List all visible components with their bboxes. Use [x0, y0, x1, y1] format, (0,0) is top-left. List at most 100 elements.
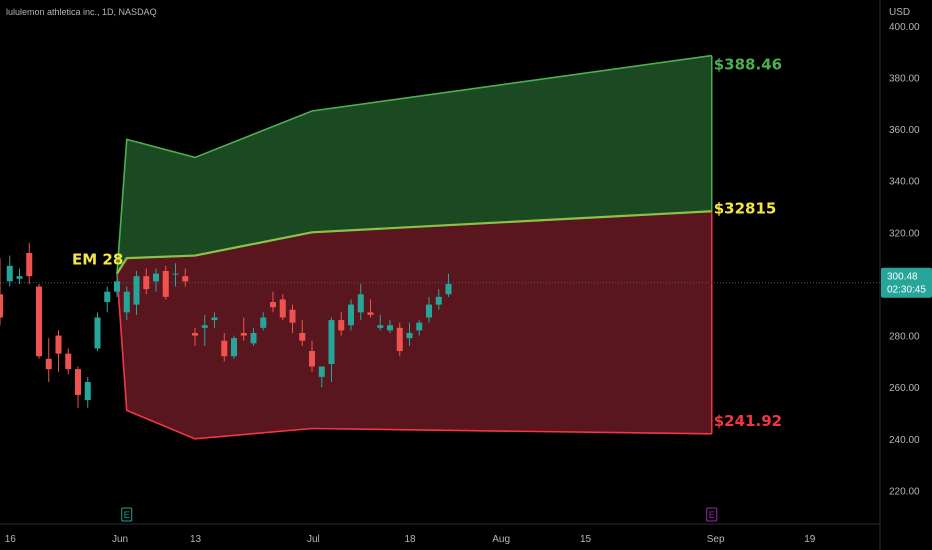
candle-body [318, 366, 325, 377]
candle [26, 242, 33, 284]
lower-price-label: $241.92 [714, 412, 782, 430]
candle [221, 332, 228, 362]
time-tick-label: Jun [112, 534, 128, 545]
price-tick-label: 280.00 [889, 332, 920, 343]
candle-body [357, 294, 364, 313]
mid-line [116, 210, 712, 275]
current-price-tag-bg [881, 267, 932, 298]
candle [367, 299, 374, 318]
candle-body [221, 340, 228, 357]
candle-body [416, 322, 423, 331]
candle-body [328, 320, 335, 364]
candle-body [172, 273, 179, 275]
candle-body [26, 252, 33, 277]
candle [309, 340, 315, 372]
price-tick-label: 320.00 [889, 228, 920, 239]
candle-body [0, 294, 3, 318]
candle [6, 255, 13, 287]
time-tick-label: 18 [405, 534, 417, 545]
candle [270, 291, 276, 313]
candle-body [36, 286, 42, 357]
candle [328, 317, 335, 383]
candle [143, 268, 150, 295]
candle-body [114, 281, 120, 292]
candle-body [211, 317, 218, 321]
upper-range-area [117, 55, 712, 274]
candle-body [84, 382, 91, 401]
price-tick-label: 400.00 [889, 22, 920, 33]
price-tick-label: 240.00 [889, 435, 920, 446]
candle [162, 265, 169, 300]
candle [104, 286, 111, 313]
candle-body [123, 291, 130, 313]
candle [192, 327, 198, 346]
candle-body [250, 332, 257, 344]
candle-body [192, 332, 198, 336]
candle-body [309, 351, 315, 367]
earnings-marker-label: E [709, 510, 715, 520]
candle [16, 268, 23, 284]
time-tick-label: 15 [580, 534, 592, 545]
time-tick-label: Sep [707, 534, 725, 545]
current-price-value: 300.48 [887, 272, 918, 283]
candle-body [426, 304, 432, 318]
candle [182, 268, 189, 287]
candle [84, 376, 91, 408]
price-tick-label: 260.00 [889, 383, 920, 394]
candle-body [104, 291, 111, 303]
symbol-title: lululemon athletica inc., 1D, NASDAQ [6, 7, 157, 17]
candle-body [406, 332, 413, 339]
expected-move-band [116, 54, 713, 440]
candle [172, 263, 179, 287]
candle [357, 283, 364, 321]
candle [260, 312, 267, 331]
candle-body [289, 309, 296, 323]
earnings-marker: E [121, 507, 133, 522]
price-tick-label: 340.00 [889, 177, 920, 188]
candle [387, 320, 393, 333]
time-tick-label: 19 [804, 534, 816, 545]
candle [55, 330, 62, 372]
candle [94, 312, 101, 352]
candle-body [16, 276, 23, 279]
candle [133, 271, 140, 315]
candle [426, 296, 432, 323]
candle [45, 338, 52, 383]
earnings-marker-box [706, 507, 718, 522]
candle [65, 348, 72, 375]
time-tick-label: 13 [190, 534, 202, 545]
candle [250, 327, 257, 346]
candle-body [240, 332, 247, 336]
time-tick-label: Aug [492, 534, 510, 545]
candle-body [55, 335, 62, 354]
candle-body [94, 317, 101, 349]
earnings-marker: E [706, 507, 718, 522]
candle [348, 299, 354, 331]
candle [377, 314, 384, 331]
candle-body [367, 312, 374, 315]
candle [75, 366, 81, 408]
em-label: EM 28 [72, 251, 123, 269]
candle [201, 314, 208, 346]
lower-range-area [117, 211, 712, 439]
countdown-value: 02:30:45 [887, 285, 926, 296]
earnings-marker-box [121, 507, 133, 522]
candle-body [260, 317, 267, 328]
candle-body [45, 358, 52, 370]
annotations: EM 28 $388.46 $32815 $241.92 [72, 56, 782, 430]
candle-body [377, 325, 384, 328]
earnings-marker-label: E [124, 510, 130, 520]
candle-body [338, 320, 345, 331]
candle [240, 317, 247, 341]
candle-body [348, 304, 354, 326]
upper-price-label: $388.46 [714, 56, 782, 74]
candlestick-series [0, 242, 452, 408]
currency-label: USD [889, 7, 910, 18]
candle-body [162, 271, 169, 297]
candle [231, 335, 237, 359]
time-tick-label: 16 [5, 534, 17, 545]
time-axis[interactable]: 16 Jun 13 Jul 18 Aug 15 Sep 19 E E [0, 507, 880, 545]
candle [338, 312, 345, 336]
candle [396, 322, 403, 357]
